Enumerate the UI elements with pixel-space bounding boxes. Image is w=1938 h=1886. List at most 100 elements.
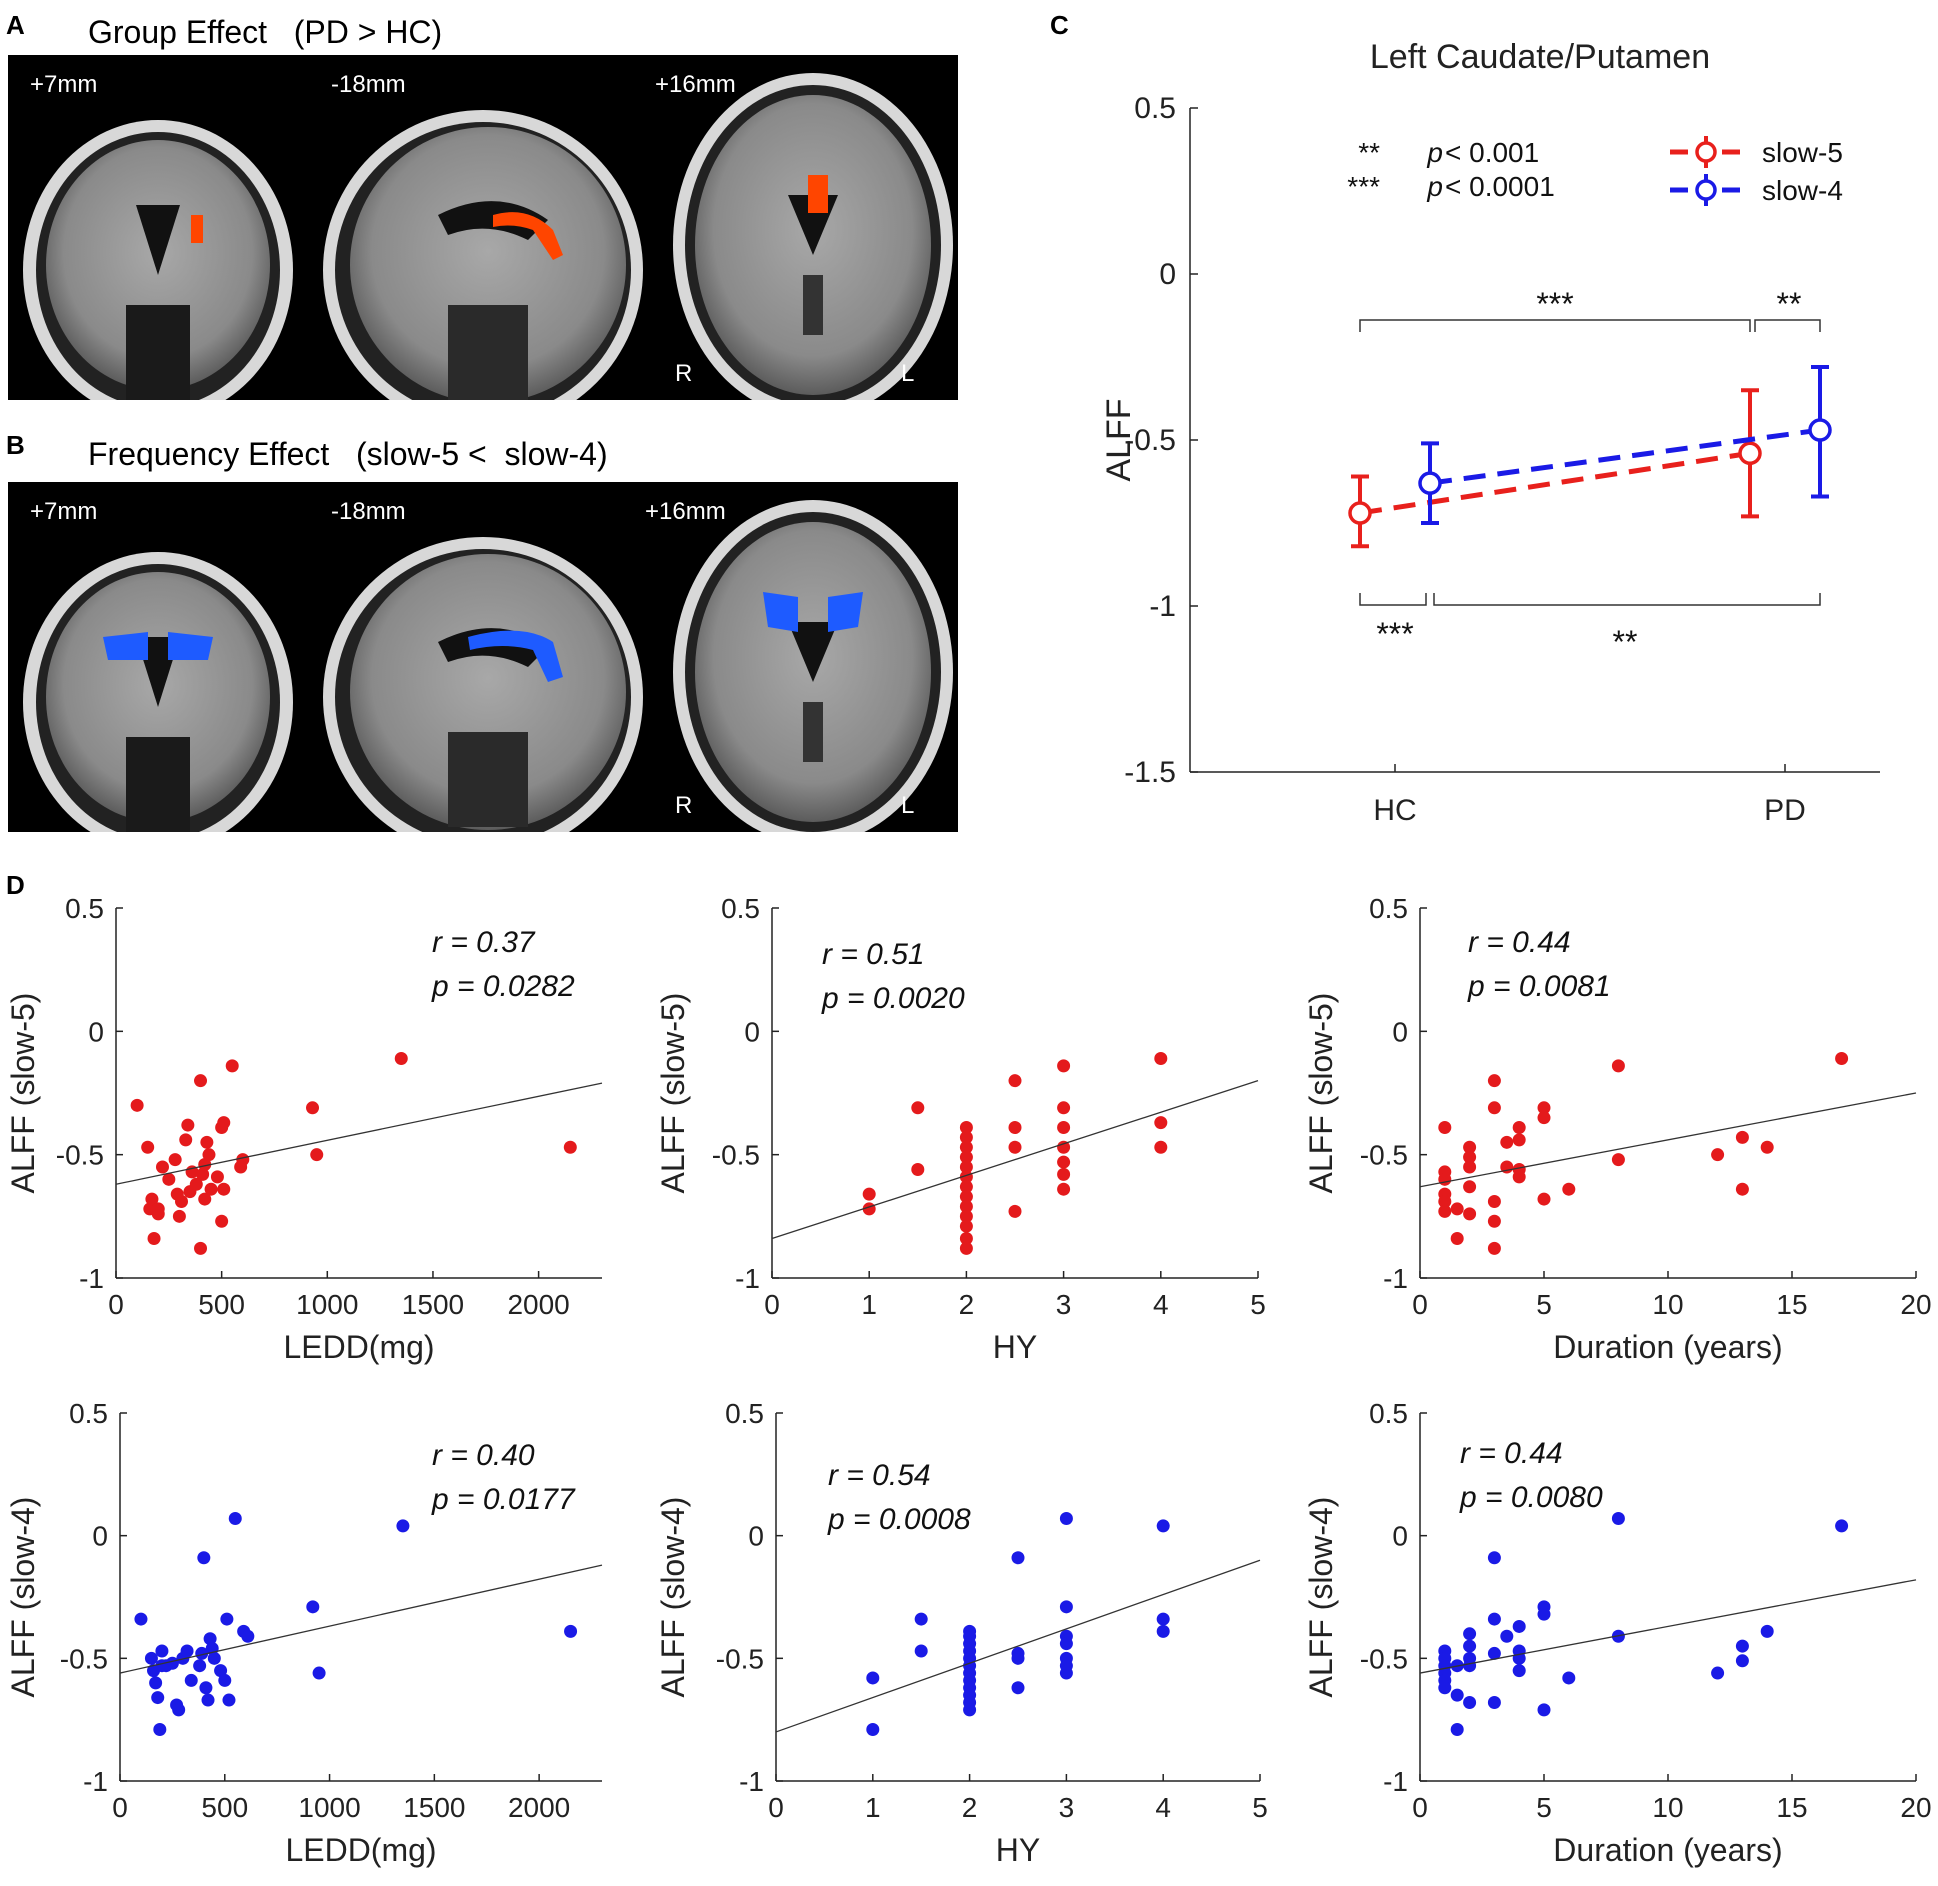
blob bbox=[493, 212, 563, 260]
x-tick-label: 500 bbox=[201, 1792, 248, 1823]
chart-title: Left Caudate/Putamen bbox=[1370, 38, 1710, 76]
x-tick-label: 0 bbox=[1412, 1792, 1428, 1823]
data-point bbox=[1059, 1600, 1073, 1614]
sig-bracket-label: ** bbox=[1777, 286, 1802, 322]
sagittal-slice-a bbox=[323, 110, 643, 430]
data-point bbox=[1537, 1192, 1551, 1206]
data-point bbox=[1463, 1150, 1477, 1164]
data-point bbox=[217, 1182, 231, 1196]
data-point bbox=[198, 1192, 212, 1206]
data-point bbox=[959, 1180, 973, 1194]
data-point bbox=[1438, 1121, 1452, 1135]
data-point bbox=[1735, 1182, 1749, 1196]
data-point bbox=[1562, 1671, 1576, 1685]
x-tick-label: PD bbox=[1764, 794, 1806, 827]
data-point bbox=[1450, 1722, 1464, 1736]
data-point bbox=[1500, 1135, 1514, 1149]
data-point bbox=[911, 1162, 925, 1176]
y-tick-label: -1 bbox=[1383, 1263, 1408, 1294]
data-point bbox=[196, 1167, 210, 1181]
data-point bbox=[189, 1177, 203, 1191]
data-point bbox=[1348, 501, 1372, 525]
data-point bbox=[1008, 1121, 1022, 1135]
x-tick-label: 1 bbox=[865, 1792, 881, 1823]
y-tick-label: 0.5 bbox=[1369, 1398, 1408, 1429]
panel-a-letter: A bbox=[6, 10, 25, 40]
x-tick-label: 0 bbox=[1412, 1289, 1428, 1320]
data-point bbox=[147, 1232, 161, 1246]
slice-label: +16mm bbox=[655, 71, 736, 98]
x-tick-label: 5 bbox=[1252, 1792, 1268, 1823]
data-point bbox=[201, 1693, 215, 1707]
mri-images-a bbox=[23, 73, 953, 430]
data-point bbox=[195, 1646, 209, 1660]
data-point bbox=[1487, 1101, 1501, 1115]
data-point bbox=[1438, 1195, 1452, 1209]
data-point bbox=[862, 1187, 876, 1201]
data-point bbox=[1738, 441, 1762, 466]
data-point bbox=[1735, 1130, 1749, 1144]
r-value: r = 0.37 bbox=[432, 926, 536, 959]
data-point bbox=[220, 1612, 234, 1626]
y-tick-label: -0.5 bbox=[1124, 424, 1176, 457]
y-tick-label: -1 bbox=[1383, 1766, 1408, 1797]
data-point bbox=[1463, 1659, 1477, 1673]
regression-line bbox=[1419, 1579, 1917, 1674]
x-tick-label: 2 bbox=[959, 1289, 975, 1320]
orientation-r: R bbox=[675, 360, 693, 387]
regression-line bbox=[771, 1080, 1259, 1240]
data-point bbox=[914, 1644, 928, 1658]
data-point bbox=[1154, 1116, 1168, 1130]
data-point bbox=[394, 1051, 408, 1065]
orientation-l: L bbox=[901, 360, 915, 387]
data-point bbox=[959, 1170, 973, 1184]
data-point bbox=[151, 1202, 165, 1216]
data-point bbox=[1611, 1059, 1625, 1073]
data-point bbox=[200, 1135, 214, 1149]
data-point bbox=[959, 1199, 973, 1213]
data-point bbox=[204, 1182, 218, 1196]
p-value: p = 0.0080 bbox=[1459, 1481, 1603, 1514]
p-value: p = 0.0282 bbox=[431, 970, 575, 1003]
data-point bbox=[134, 1612, 148, 1626]
sig-legend-p: p bbox=[1426, 171, 1443, 202]
blob bbox=[468, 630, 563, 682]
y-tick-label: -1 bbox=[79, 1263, 104, 1294]
y-axis-label: ALFF bbox=[1100, 398, 1138, 481]
sagittal-slice-b bbox=[323, 537, 643, 857]
y-tick-label: -0.5 bbox=[56, 1140, 104, 1171]
blob bbox=[828, 592, 863, 632]
data-point bbox=[1711, 1148, 1725, 1162]
y-tick-label: 0 bbox=[1392, 1016, 1408, 1047]
data-point bbox=[1537, 1607, 1551, 1621]
sig-bracket bbox=[1433, 593, 1821, 606]
data-point bbox=[1808, 418, 1832, 442]
y-axis-label: ALFF (slow-4) bbox=[5, 1497, 41, 1698]
mri-images-b bbox=[23, 500, 953, 857]
sig-bracket bbox=[1359, 593, 1427, 606]
data-point bbox=[215, 1214, 229, 1228]
x-axis-label: LEDD(mg) bbox=[285, 1832, 436, 1868]
y-tick-label: 0 bbox=[92, 1521, 108, 1552]
data-point bbox=[130, 1098, 144, 1112]
data-point bbox=[1011, 1551, 1025, 1565]
data-point bbox=[1011, 1681, 1025, 1695]
data-point bbox=[1760, 1140, 1774, 1154]
data-point bbox=[866, 1671, 880, 1685]
blob bbox=[168, 632, 213, 660]
sig-bracket-label: ** bbox=[1613, 624, 1638, 660]
y-tick-label: -0.5 bbox=[1360, 1140, 1408, 1171]
data-point bbox=[1057, 1182, 1071, 1196]
sig-legend-stars: *** bbox=[1347, 171, 1380, 202]
y-tick-label: -1 bbox=[739, 1766, 764, 1797]
sig-bracket bbox=[1359, 319, 1751, 332]
data-point bbox=[202, 1148, 216, 1162]
data-point bbox=[1156, 1624, 1170, 1638]
data-point bbox=[1057, 1167, 1071, 1181]
data-point bbox=[145, 1192, 159, 1206]
x-tick-label: 4 bbox=[1153, 1289, 1169, 1320]
blob bbox=[763, 592, 798, 632]
data-point bbox=[564, 1624, 578, 1638]
